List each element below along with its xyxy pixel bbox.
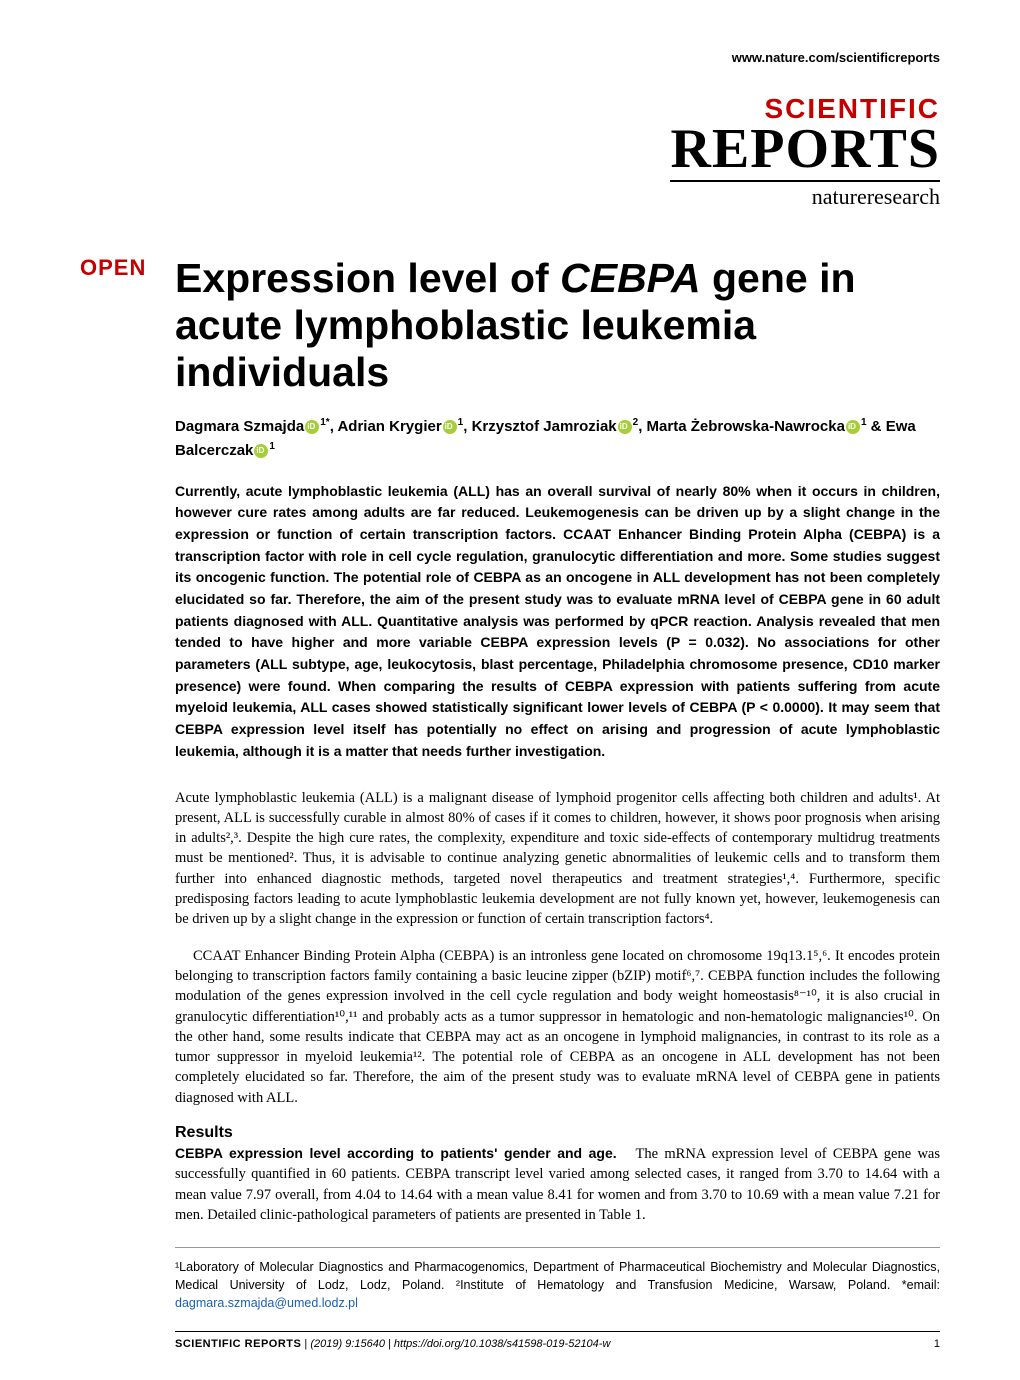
intro-paragraph-1: Acute lymphoblastic leukemia (ALL) is a … (175, 788, 940, 930)
author-2: Adrian Krygier (337, 418, 441, 435)
title-pre: Expression level of (175, 255, 560, 301)
orcid-icon[interactable] (618, 420, 632, 434)
results-sub-gene: CEBPA (175, 1145, 222, 1161)
results-paragraph: CEBPA expression level according to pati… (175, 1144, 940, 1225)
logo-line-reports: REPORTS (670, 123, 940, 182)
para1-text: Acute lymphoblastic leukemia (ALL) is a … (175, 790, 940, 928)
article-title: Expression level of CEBPA gene in acute … (175, 255, 940, 396)
author-1: Dagmara Szmajda (175, 418, 304, 435)
results-sub-post: expression level according to patients' … (222, 1145, 616, 1161)
abstract: Currently, acute lymphoblastic leukemia … (175, 481, 940, 763)
author-1-aff: 1* (320, 417, 329, 428)
orcid-icon[interactable] (443, 420, 457, 434)
author-5-aff: 1 (269, 441, 275, 452)
logo-line-nature: natureresearch (80, 184, 940, 210)
results-heading: Results (175, 1124, 940, 1142)
corresponding-email[interactable]: dagmara.szmajda@umed.lodz.pl (175, 1296, 358, 1310)
orcid-icon[interactable] (846, 420, 860, 434)
page-footer: SCIENTIFIC REPORTS | (2019) 9:15640 | ht… (175, 1331, 940, 1350)
journal-logo: SCIENTIFIC REPORTS natureresearch (80, 95, 940, 210)
author-list: Dagmara Szmajda1*, Adrian Krygier1, Krzy… (175, 415, 940, 463)
affil-text: ¹Laboratory of Molecular Diagnostics and… (175, 1260, 940, 1292)
orcid-icon[interactable] (305, 420, 319, 434)
author-2-aff: 1 (458, 417, 464, 428)
journal-url: www.nature.com/scientificreports (80, 50, 940, 65)
page-number: 1 (934, 1338, 940, 1350)
title-gene: CEBPA (560, 255, 700, 301)
footer-sep: | (301, 1338, 310, 1350)
open-access-badge: OPEN (80, 255, 146, 281)
author-4-aff: 1 (861, 417, 867, 428)
intro-paragraph-2: CCAAT Enhancer Binding Protein Alpha (CE… (175, 946, 940, 1108)
orcid-icon[interactable] (254, 444, 268, 458)
affiliations: ¹Laboratory of Molecular Diagnostics and… (175, 1247, 940, 1312)
footer-citation: SCIENTIFIC REPORTS | (2019) 9:15640 | ht… (175, 1338, 610, 1350)
footer-cite-text: (2019) 9:15640 | https://doi.org/10.1038… (310, 1338, 610, 1350)
para2-text: CCAAT Enhancer Binding Protein Alpha (CE… (175, 948, 940, 1106)
author-4: Marta Żebrowska-Nawrocka (647, 418, 845, 435)
author-3: Krzysztof Jamroziak (472, 418, 617, 435)
author-3-aff: 2 (633, 417, 639, 428)
footer-journal: SCIENTIFIC REPORTS (175, 1338, 301, 1350)
